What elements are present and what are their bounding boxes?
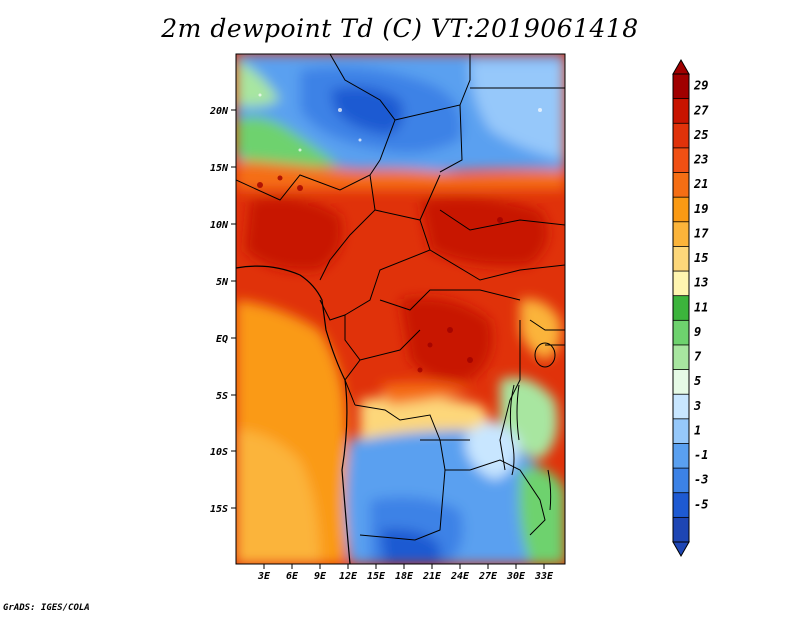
colorbar-segment	[673, 246, 689, 272]
lat-label: 20N	[209, 106, 229, 117]
colorbar-segment	[673, 468, 689, 494]
colorbar-segment	[673, 295, 689, 321]
lon-label: 12E	[339, 571, 358, 582]
colorbar-segment	[673, 147, 689, 174]
colorbar-top-arrow	[672, 58, 690, 75]
lon-label: 30E	[506, 571, 526, 582]
country-borders	[236, 54, 565, 541]
colorbar-segment	[673, 197, 689, 223]
colorbar-segment	[673, 320, 689, 346]
colorbar-label: 3	[693, 399, 701, 413]
lat-label: 10N	[210, 220, 229, 231]
colorbar-label: 9	[694, 325, 701, 339]
lat-label: 15S	[210, 504, 228, 515]
colorbar-label: 17	[694, 226, 709, 240]
colorbar-label: 21	[693, 177, 708, 191]
lon-label: 33E	[534, 571, 554, 582]
colorbar-label: -3	[694, 473, 708, 487]
colorbar-segment	[673, 344, 689, 371]
colorbar-label: -5	[694, 497, 708, 511]
lon-label: 6E	[286, 571, 299, 582]
lat-label: 5N	[216, 277, 229, 288]
colorbar: 29 27 25 23 21 19 17 15 13 11 9 7 5 3 1 -1 -3 -5	[672, 58, 709, 558]
colorbar-segment	[673, 172, 689, 198]
colorbar-bottom-arrow	[672, 541, 690, 558]
lat-label: 5S	[216, 391, 228, 402]
colorbar-segment	[673, 369, 689, 395]
colorbar-label: 5	[694, 374, 701, 388]
colorbar-segment	[673, 394, 689, 420]
colorbar-label: 25	[693, 128, 708, 142]
latitude-axis: 20N 15N 10N 5N EQ 5S 10S 15S	[209, 106, 236, 515]
lon-label: 21E	[422, 571, 442, 582]
lat-label: 15N	[210, 163, 229, 174]
colorbar-label: 7	[694, 350, 702, 364]
colorbar-segment	[673, 517, 689, 543]
map-frame	[235, 53, 566, 565]
lakes	[509, 342, 556, 511]
colorbar-segment	[673, 221, 689, 247]
colorbar-label: 1	[694, 423, 701, 437]
footer-credit: GrADS: IGES/COLA	[3, 603, 90, 613]
lat-label: EQ	[216, 334, 228, 345]
colorbar-segment	[673, 74, 689, 100]
colorbar-segment	[673, 443, 689, 469]
lon-label: 24E	[450, 571, 470, 582]
lon-label: 3E	[257, 571, 271, 582]
colorbar-label: 15	[694, 251, 708, 265]
colorbar-segment	[673, 418, 689, 444]
colorbar-label: 23	[693, 153, 708, 167]
lon-label: 27E	[478, 571, 498, 582]
chart-title: 2m dewpoint Td (C) VT:2019061418	[161, 14, 639, 43]
colorbar-segment	[673, 271, 689, 297]
colorbar-label: -1	[694, 448, 708, 462]
longitude-axis: 3E 6E 9E 12E 15E 18E 21E 24E 27E 30E 33E	[257, 564, 554, 582]
colorbar-label: 11	[694, 300, 708, 314]
colorbar-label: 13	[694, 276, 708, 290]
colorbar-segment	[673, 492, 689, 518]
colorbar-label: 19	[694, 202, 708, 216]
colorbar-segment	[673, 98, 689, 124]
colorbar-segment	[673, 123, 689, 149]
lat-label: 10S	[210, 447, 228, 458]
lon-label: 15E	[367, 571, 386, 582]
lon-label: 9E	[314, 571, 327, 582]
colorbar-label: 29	[693, 79, 708, 93]
colorbar-frame	[672, 73, 690, 543]
colorbar-label: 27	[693, 103, 709, 117]
coastline	[236, 265, 351, 564]
dewpoint-field	[236, 54, 565, 564]
lon-label: 18E	[395, 571, 414, 582]
